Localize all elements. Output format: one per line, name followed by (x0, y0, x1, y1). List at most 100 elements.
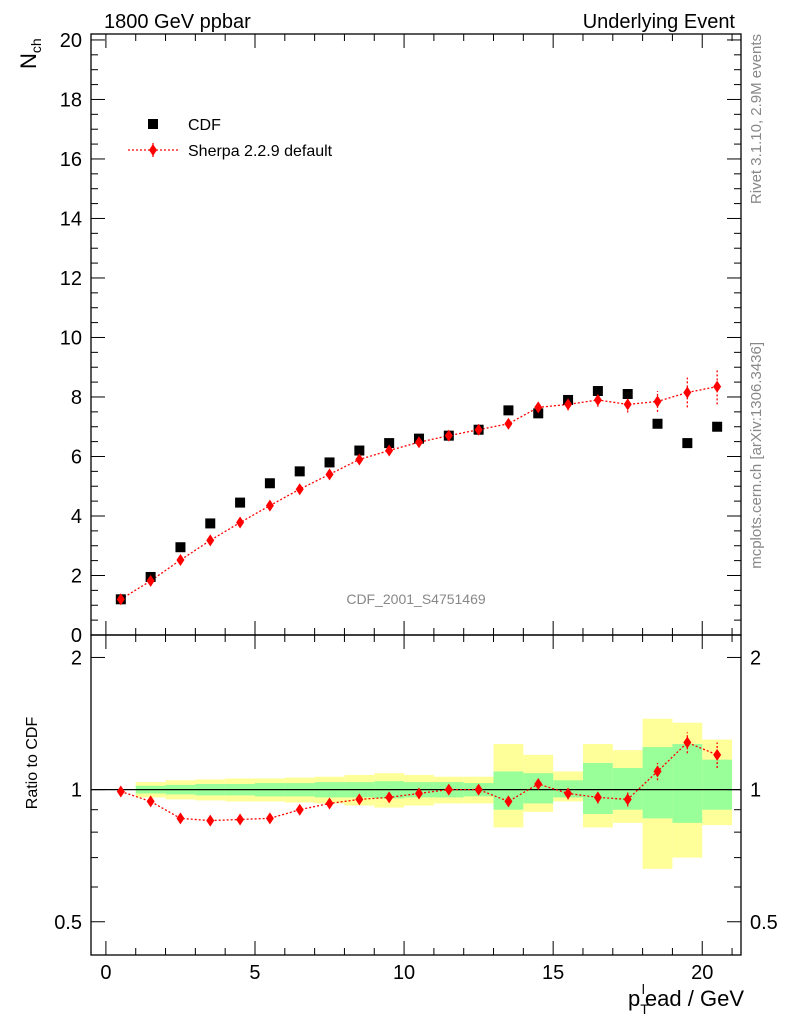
band-green (582, 762, 613, 814)
legend: CDF Sherpa 2.2.9 default (128, 117, 333, 160)
main-ylabel-sub: ch (28, 38, 44, 53)
band-green (642, 747, 673, 819)
sherpa-point (236, 516, 245, 529)
ratio-point (504, 795, 513, 808)
cdf-point (384, 438, 395, 449)
sherpa-point (265, 499, 274, 512)
cdf-point (235, 497, 246, 508)
cdf-point (175, 542, 186, 553)
sherpa-point (593, 393, 602, 406)
main-ytick-label: 14 (60, 208, 82, 230)
main-ytick-label: 0 (71, 625, 82, 647)
sherpa-point (504, 417, 513, 430)
ratio-point (713, 748, 722, 761)
ratio-point (683, 736, 692, 749)
sherpa-point (683, 386, 692, 399)
ratio-point (474, 783, 483, 796)
ratio-ytick-label: 2 (71, 647, 82, 669)
rivet-label: Rivet 3.1.10, 2.9M events (748, 34, 765, 204)
ratio-point (534, 777, 543, 790)
ratio-point (206, 814, 215, 827)
mcplots-label: mcplots.cern.ch [arXiv:1306.3436] (748, 342, 765, 569)
main-ytick-label: 4 (71, 506, 82, 528)
cdf-point (324, 457, 335, 468)
header-right: Underlying Event (583, 11, 736, 33)
cdf-point (682, 438, 693, 449)
ratio-point (385, 791, 394, 804)
xtick-label: 15 (542, 962, 564, 984)
sherpa-point (653, 395, 662, 408)
main-ylabel: Nch (16, 38, 44, 69)
xlabel-sub: T (640, 1001, 649, 1017)
ratio-ytick-label-right: 1 (750, 780, 761, 802)
main-ytick-label: 18 (60, 89, 82, 111)
main-ylabel-text: N (16, 53, 41, 69)
ratio-point (414, 787, 423, 800)
ratio-point (444, 783, 453, 796)
cdf-point (622, 389, 633, 400)
legend-marker-sherpa (149, 144, 157, 156)
legend-label-cdf: CDF (188, 117, 221, 134)
ratio-ytick-label-right: 2 (750, 647, 761, 669)
sherpa-point (713, 380, 722, 393)
ratio-point (146, 795, 155, 808)
cdf-point (712, 421, 723, 432)
sherpa-point (385, 444, 394, 457)
sherpa-point (623, 398, 632, 411)
ratio-ytick-label: 1 (71, 780, 82, 802)
main-panel: 0 2 4 6 8 10 12 14 16 18 20 (60, 30, 742, 647)
ratio-ytick-label: 0.5 (54, 912, 82, 934)
cdf-point (503, 405, 514, 416)
sherpa-point (325, 468, 334, 481)
main-ytick-label: 10 (60, 327, 82, 349)
xtick-label: 5 (249, 962, 260, 984)
ratio-point (623, 793, 632, 806)
ratio-point (295, 803, 304, 816)
xtick-label: 10 (393, 962, 415, 984)
ratio-point (236, 813, 245, 826)
header-left: 1800 GeV ppbar (104, 11, 251, 33)
ratio-ylabel: Ratio to CDF (24, 717, 41, 810)
band-green (702, 759, 733, 810)
main-ytick-label: 6 (71, 446, 82, 468)
sherpa-point (146, 574, 155, 587)
cdf-point (264, 478, 275, 489)
sherpa-point (444, 429, 453, 442)
ratio-point (593, 791, 602, 804)
ratio-point (116, 785, 125, 798)
sherpa-point (564, 398, 573, 411)
xtick-label: 20 (691, 962, 713, 984)
ratio-point (564, 787, 573, 800)
sherpa-point (414, 436, 423, 449)
band-green (672, 744, 703, 823)
cdf-point (354, 445, 365, 456)
cdf-point (652, 418, 663, 429)
xlabel: pTlead / GeV (628, 981, 744, 1017)
ratio-point (176, 812, 185, 825)
sherpa-point (116, 593, 125, 606)
x-tick-labels: 0 5 10 15 20 (100, 962, 713, 984)
main-ytick-label: 12 (60, 268, 82, 290)
ratio-point (325, 797, 334, 810)
main-ytick-label: 8 (71, 387, 82, 409)
xlabel-rest: ead / GeV (645, 986, 744, 1011)
ratio-ytick-label-right: 0.5 (750, 912, 778, 934)
ratio-panel: 0.5 0.5 1 1 2 2 (54, 634, 778, 956)
cdf-point (294, 466, 305, 477)
ratio-point (355, 793, 364, 806)
ratio-line (120, 741, 718, 822)
main-ytick-label: 16 (60, 149, 82, 171)
sherpa-point (206, 534, 215, 547)
sherpa-point (355, 453, 364, 466)
sherpa-line (120, 385, 718, 600)
sherpa-point (295, 483, 304, 496)
sherpa-point (474, 423, 483, 436)
analysis-watermark: CDF_2001_S4751469 (346, 591, 486, 607)
xlabel-sup: l (642, 981, 645, 997)
xlabel-p: p (628, 986, 640, 1011)
ratio-point (265, 812, 274, 825)
cdf-point (592, 386, 603, 397)
cdf-point (205, 518, 216, 529)
main-ytick-label: 2 (71, 565, 82, 587)
